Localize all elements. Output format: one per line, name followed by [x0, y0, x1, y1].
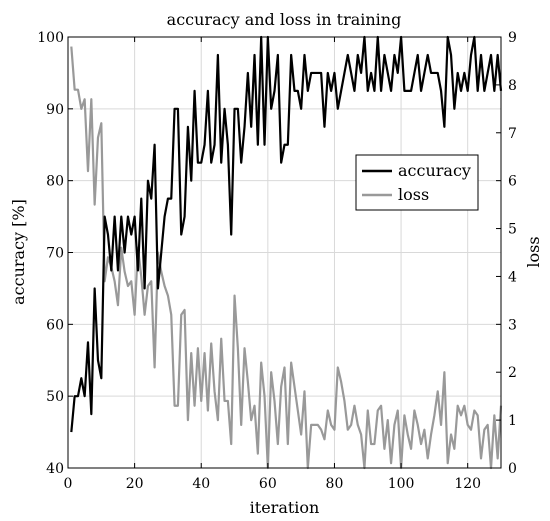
series-line-accuracy [70, 35, 503, 433]
x-axis-label: iteration [250, 498, 320, 517]
y-left-tick-label: 50 [46, 389, 64, 405]
y-right-tick-label: 5 [508, 222, 517, 238]
y-right-tick-label: 8 [508, 78, 517, 94]
y-right-tick-label: 2 [508, 365, 517, 381]
ticks-layer: 0 20 40 60 80 100 120 40 50 60 70 80 90 100 0 1 2 3 4 5 6 7 8 9 [37, 30, 517, 492]
series-line-loss [70, 46, 503, 470]
x-tick-label: 40 [192, 476, 210, 492]
y-left-tick-label: 60 [46, 317, 64, 333]
y-right-tick-label: 1 [508, 413, 517, 429]
y-left-tick-label: 100 [37, 30, 64, 46]
y-right-tick-label: 7 [508, 126, 517, 142]
y-right-tick-label: 0 [508, 461, 517, 477]
legend: accuracy loss [355, 154, 479, 211]
legend-label-loss: loss [398, 185, 429, 204]
y-right-tick-label: 3 [508, 317, 517, 333]
y-right-tick-label: 4 [508, 269, 517, 285]
x-tick-label: 80 [326, 476, 344, 492]
y-left-tick-label: 90 [46, 102, 64, 118]
x-tick-label: 120 [454, 476, 481, 492]
y-axis-right-label: loss [524, 236, 543, 267]
x-tick-label: 100 [388, 476, 415, 492]
legend-label-accuracy: accuracy [398, 161, 471, 180]
x-tick-label: 60 [259, 476, 277, 492]
x-tick-label: 20 [126, 476, 144, 492]
y-axis-left-label: accuracy [%] [9, 199, 28, 305]
legend-box [355, 154, 479, 211]
y-right-tick-label: 6 [508, 174, 517, 190]
y-left-tick-label: 80 [46, 174, 64, 190]
series-layer [70, 35, 503, 470]
x-tick-label: 0 [64, 476, 73, 492]
y-left-tick-label: 40 [46, 461, 64, 477]
y-right-tick-label: 9 [508, 30, 517, 46]
y-left-tick-label: 70 [46, 246, 64, 262]
chart-title: accuracy and loss in training [167, 10, 402, 29]
